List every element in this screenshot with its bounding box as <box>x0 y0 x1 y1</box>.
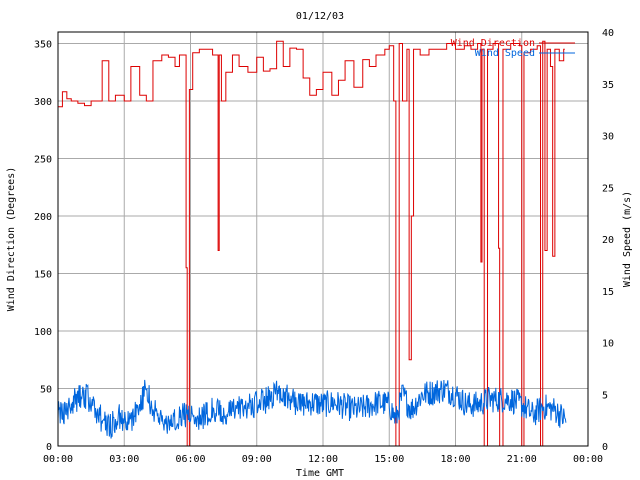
y-left-tick-label: 50 <box>40 385 52 396</box>
y-left-tick-label: 0 <box>46 442 52 453</box>
legend: Wind Direction Wind Speed <box>451 38 575 59</box>
y-left-tick-label: 250 <box>34 155 52 166</box>
x-tick-label: 03:00 <box>109 454 139 465</box>
x-tick-label: 18:00 <box>440 454 470 465</box>
y-right-tick-label: 5 <box>602 390 608 401</box>
x-tick-label: 00:00 <box>43 454 73 465</box>
y-right-tick-label: 20 <box>602 235 614 246</box>
y-right-tick-label: 0 <box>602 442 608 453</box>
y-axis-left-label: Wind Direction (Degrees) <box>6 167 17 312</box>
y-left-tick-label: 300 <box>34 97 52 108</box>
y-right-tick-label: 30 <box>602 132 614 143</box>
series-layer <box>57 40 567 447</box>
y-right-tick-label: 25 <box>602 183 614 194</box>
x-tick-label: 12:00 <box>308 454 338 465</box>
x-tick-label: 21:00 <box>507 454 537 465</box>
chart-title: 01/12/03 <box>296 11 344 22</box>
series-line-wind-speed <box>57 379 567 439</box>
grid <box>57 32 589 447</box>
y-right-tick-label: 15 <box>602 287 614 298</box>
x-tick-label: 06:00 <box>175 454 205 465</box>
x-tick-label: 00:00 <box>573 454 603 465</box>
plot-frame <box>57 31 589 447</box>
axis-ticks: 00:00 03:00 06:00 09:00 12:00 15:00 18:00 21:00… <box>34 28 614 465</box>
x-tick-label: 15:00 <box>374 454 404 465</box>
y-left-tick-label: 100 <box>34 327 52 338</box>
y-left-tick-label: 150 <box>34 270 52 281</box>
y-right-tick-label: 10 <box>602 339 614 350</box>
y-axis-right-label: Wind Speed (m/s) <box>622 191 633 287</box>
x-axis-label: Time GMT <box>296 468 344 479</box>
y-left-tick-label: 350 <box>34 40 52 51</box>
y-right-tick-label: 40 <box>602 28 614 39</box>
y-left-tick-label: 200 <box>34 212 52 223</box>
series-line-wind-direction <box>58 40 565 447</box>
y-right-tick-label: 35 <box>602 80 614 91</box>
legend-label-wind-direction: Wind Direction <box>451 38 535 49</box>
x-tick-label: 09:00 <box>242 454 272 465</box>
legend-label-wind-speed: Wind Speed <box>475 48 535 59</box>
